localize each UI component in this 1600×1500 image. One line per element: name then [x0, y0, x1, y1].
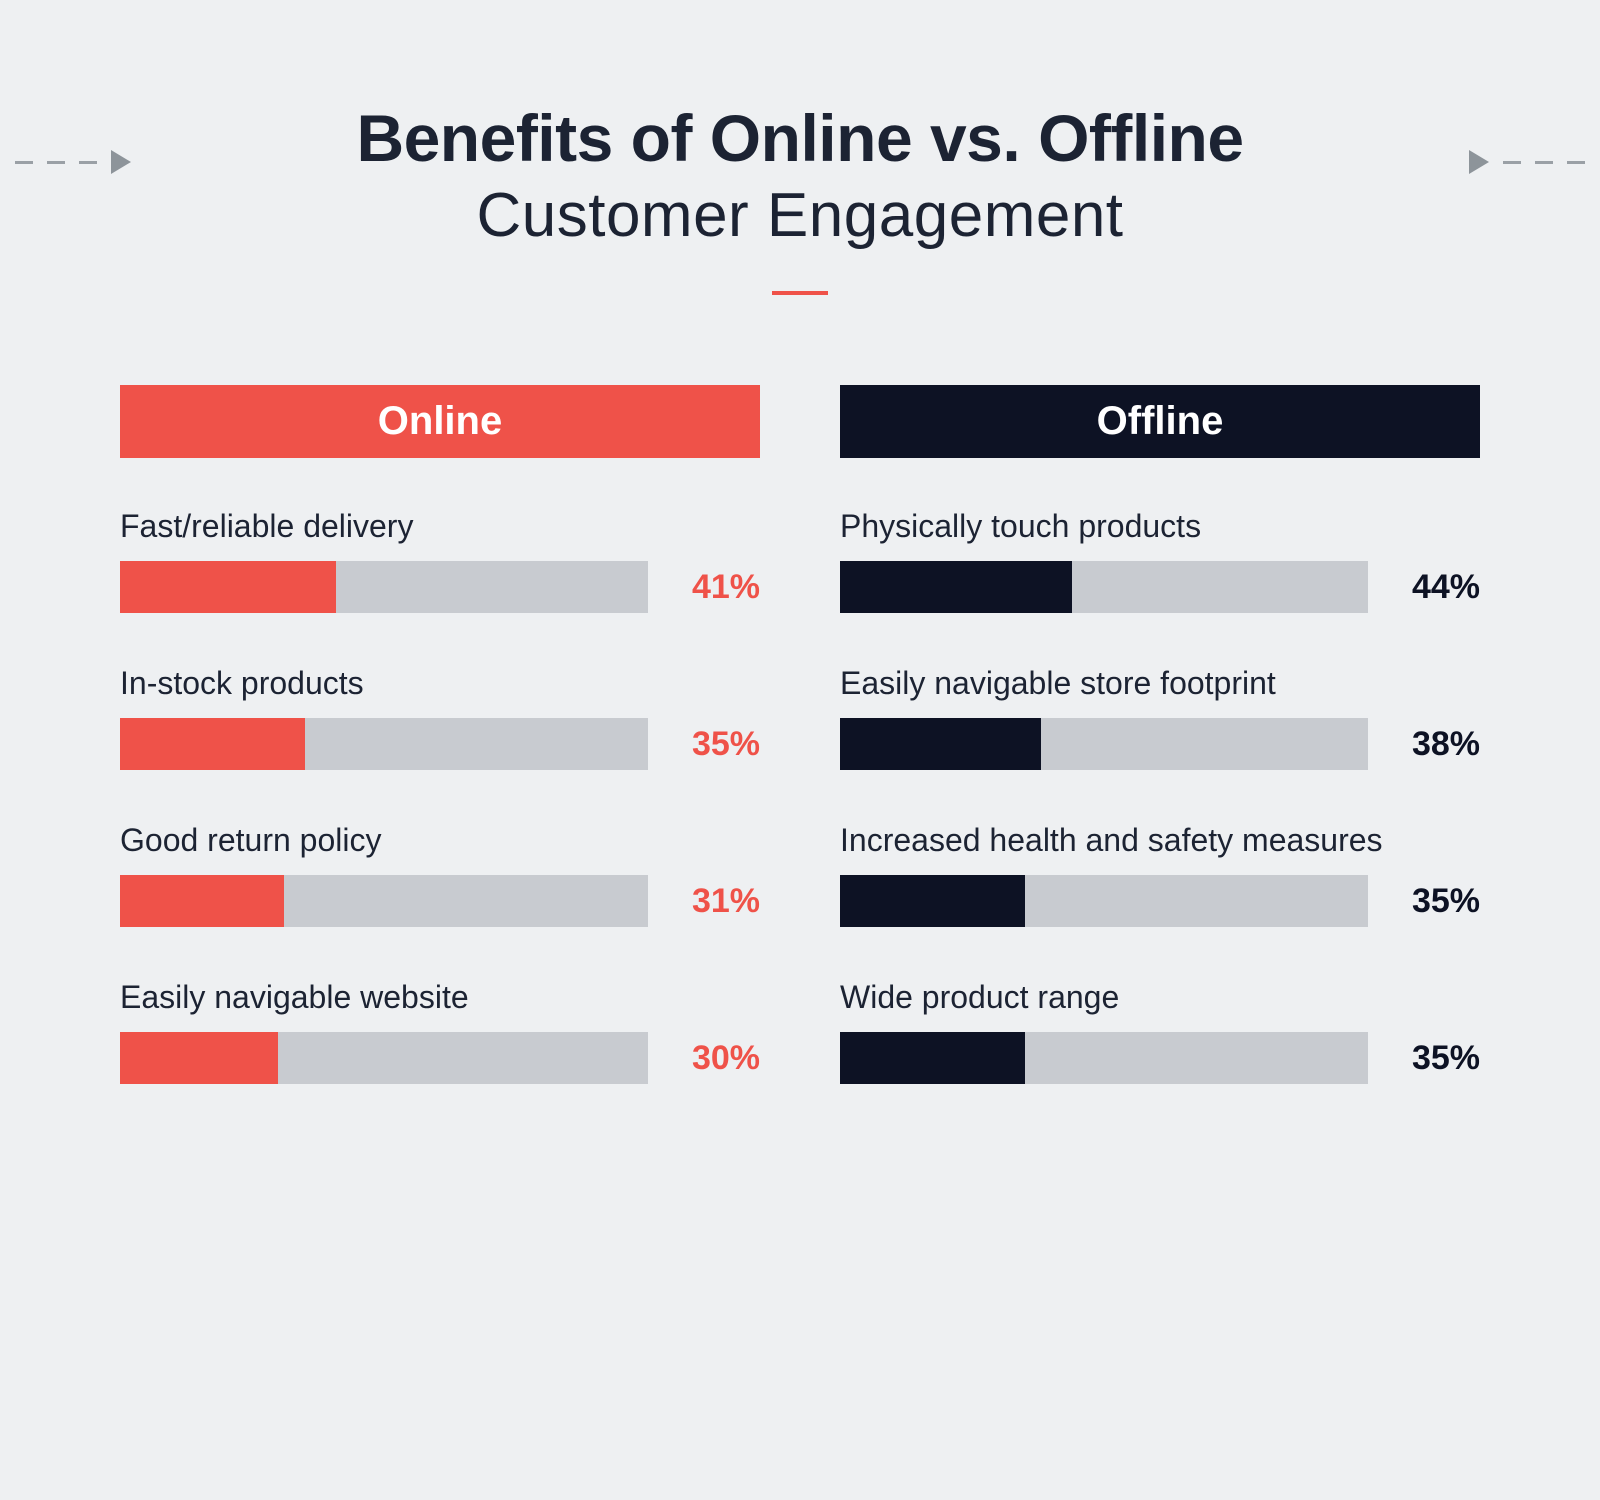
bar-percent: 35% [1396, 882, 1480, 921]
bar-track [120, 561, 648, 613]
title-underline [772, 291, 828, 295]
bar-row: 31% [120, 875, 760, 927]
bar-percent: 35% [676, 725, 760, 764]
header: Benefits of Online vs. Offline Customer … [120, 100, 1480, 295]
bar-item: Easily navigable website 30% [120, 979, 760, 1084]
bar-label: Wide product range [840, 979, 1480, 1016]
bar-label: Physically touch products [840, 508, 1480, 545]
bar-percent: 44% [1396, 568, 1480, 607]
bar-track [840, 875, 1368, 927]
bar-item: Good return policy 31% [120, 822, 760, 927]
bar-fill [840, 718, 1041, 770]
bar-row: 38% [840, 718, 1480, 770]
bar-row: 35% [120, 718, 760, 770]
bar-track [840, 718, 1368, 770]
bar-item: Easily navigable store footprint 38% [840, 665, 1480, 770]
bar-label: Easily navigable website [120, 979, 760, 1016]
bar-track [120, 1032, 648, 1084]
bar-item: Increased health and safety measures 35% [840, 822, 1480, 927]
bar-percent: 41% [676, 568, 760, 607]
column-offline: Offline Physically touch products 44% Easi… [840, 385, 1480, 1136]
bar-track [120, 718, 648, 770]
bar-fill [120, 1032, 278, 1084]
bar-row: 30% [120, 1032, 760, 1084]
bar-label: Increased health and safety measures [840, 822, 1480, 859]
bar-fill [120, 561, 336, 613]
bar-percent: 31% [676, 882, 760, 921]
bar-label: Fast/reliable delivery [120, 508, 760, 545]
bar-row: 44% [840, 561, 1480, 613]
bar-percent: 38% [1396, 725, 1480, 764]
bar-item: Wide product range 35% [840, 979, 1480, 1084]
chart-columns: Online Fast/reliable delivery 41% In-stock… [120, 385, 1480, 1136]
bar-label: Easily navigable store footprint [840, 665, 1480, 702]
arrow-left-icon [15, 150, 131, 174]
bar-fill [840, 875, 1025, 927]
bar-fill [120, 875, 284, 927]
column-online: Online Fast/reliable delivery 41% In-stock… [120, 385, 760, 1136]
bar-item: Fast/reliable delivery 41% [120, 508, 760, 613]
bar-item: Physically touch products 44% [840, 508, 1480, 613]
bar-percent: 35% [1396, 1039, 1480, 1078]
column-header-online: Online [120, 385, 760, 458]
bar-fill [120, 718, 305, 770]
bar-percent: 30% [676, 1039, 760, 1078]
column-header-offline: Offline [840, 385, 1480, 458]
bar-row: 35% [840, 875, 1480, 927]
bar-track [120, 875, 648, 927]
title-line-1: Benefits of Online vs. Offline [120, 100, 1480, 176]
bar-fill [840, 561, 1072, 613]
bar-row: 35% [840, 1032, 1480, 1084]
bar-track [840, 561, 1368, 613]
arrow-right-icon [1469, 150, 1585, 174]
bar-row: 41% [120, 561, 760, 613]
bar-label: In-stock products [120, 665, 760, 702]
bar-item: In-stock products 35% [120, 665, 760, 770]
bar-fill [840, 1032, 1025, 1084]
bar-track [840, 1032, 1368, 1084]
title-line-2: Customer Engagement [120, 180, 1480, 251]
bar-label: Good return policy [120, 822, 760, 859]
